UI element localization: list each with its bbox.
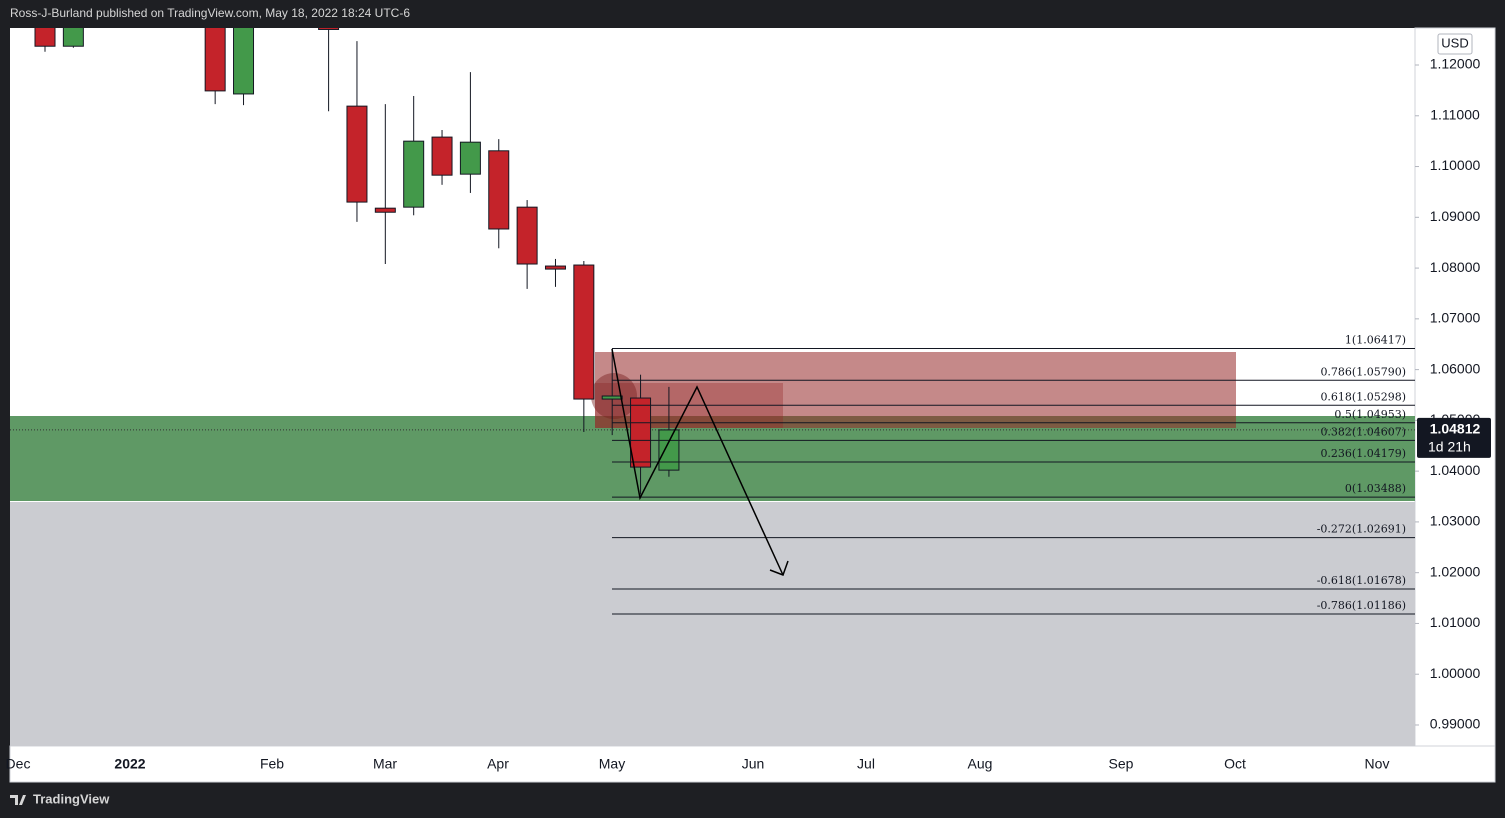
- last-price-box: [1417, 417, 1491, 458]
- x-tick-label: Dec: [6, 756, 31, 772]
- time-axis: [9, 745, 1496, 783]
- x-tick-label: Jul: [857, 756, 875, 772]
- x-tick-label: Apr: [487, 756, 509, 772]
- y-tick-label: 1.06000: [1430, 360, 1481, 376]
- fib-label: 0.236(1.04179): [1320, 447, 1406, 460]
- countdown: 1d 21h: [1428, 439, 1471, 455]
- x-tick-label: Feb: [260, 756, 284, 772]
- x-tick-label: Sep: [1109, 756, 1134, 772]
- fib-label: 0(1.03488): [1345, 482, 1406, 495]
- candle-body: [403, 140, 425, 208]
- candle-body: [658, 429, 680, 471]
- candle-body: [204, 28, 226, 92]
- fib-label: 0.5(1.04953): [1334, 408, 1406, 421]
- fib-label: 0.786(1.05790): [1320, 365, 1406, 378]
- resistance-zone: [595, 352, 1236, 428]
- plot: 1(1.06417) 0.786(1.05790) 0.618(1.05298) 0.…: [10, 28, 1415, 746]
- candle-body: [34, 28, 56, 47]
- candle-body: [62, 28, 84, 47]
- candle-body: [573, 264, 595, 400]
- projection-path: [611, 348, 784, 576]
- candle-body: [488, 150, 510, 230]
- x-tick-label: May: [599, 756, 625, 772]
- y-tick-label: 1.03000: [1430, 513, 1481, 529]
- logo-icon: [10, 795, 26, 805]
- arrow-head: [769, 560, 789, 576]
- y-tick-label: 1.02000: [1430, 563, 1481, 579]
- candle-body: [431, 136, 453, 176]
- footer: TradingView: [33, 791, 110, 806]
- candle-body: [601, 395, 623, 400]
- candle-body: [544, 265, 566, 270]
- logo: TradingView: [10, 791, 110, 806]
- support-zone: [10, 416, 1415, 501]
- x-tick-label: Aug: [968, 756, 993, 772]
- candle-body: [516, 206, 538, 265]
- fib-label: -0.272(1.02691): [1317, 523, 1406, 536]
- candle-body: [374, 207, 396, 213]
- y-tick-label: 1.09000: [1430, 208, 1481, 224]
- currency-box: [1437, 33, 1473, 55]
- candle-body: [459, 141, 481, 175]
- x-tick-label: Nov: [1365, 756, 1390, 772]
- y-tick-label: 1.12000: [1430, 56, 1481, 72]
- candle-body: [630, 397, 652, 468]
- candle-body: [318, 28, 340, 30]
- currency: USD: [1441, 35, 1468, 50]
- x-tick-label: Oct: [1224, 756, 1246, 772]
- candle-body: [346, 105, 368, 203]
- candle-body: [233, 28, 255, 95]
- y-tick-label: 1.08000: [1430, 259, 1481, 275]
- fib-label: 0.618(1.05298): [1320, 390, 1406, 403]
- y-tick-label: 1.04000: [1430, 462, 1481, 478]
- y-tick-label: 1.07000: [1430, 310, 1481, 326]
- y-tick-label: 1.01000: [1430, 614, 1481, 630]
- header: Ross-J-Burland published on TradingView.…: [10, 6, 410, 20]
- y-tick-label: 0.99000: [1430, 716, 1481, 732]
- fib-label: 0.382(1.04607): [1320, 425, 1406, 438]
- axes: 1.12000 1.11000 1.10000 1.09000 1.08000 1.070…: [6, 56, 1491, 772]
- fib-label: -0.618(1.01678): [1317, 574, 1406, 587]
- x-tick-label: Jun: [742, 756, 765, 772]
- last-price: 1.04812: [1430, 421, 1481, 437]
- fib-label: 1(1.06417): [1345, 333, 1406, 346]
- x-tick-label: Mar: [373, 756, 397, 772]
- fib-label: -0.786(1.01186): [1317, 599, 1406, 612]
- price-axis: [1414, 27, 1496, 747]
- y-tick-label: 1.00000: [1430, 665, 1481, 681]
- target-zone: [10, 502, 1415, 746]
- y-tick-label: 1.11000: [1430, 106, 1480, 122]
- y-tick-label: 1.10000: [1430, 157, 1481, 173]
- x-tick-label: 2022: [114, 756, 145, 772]
